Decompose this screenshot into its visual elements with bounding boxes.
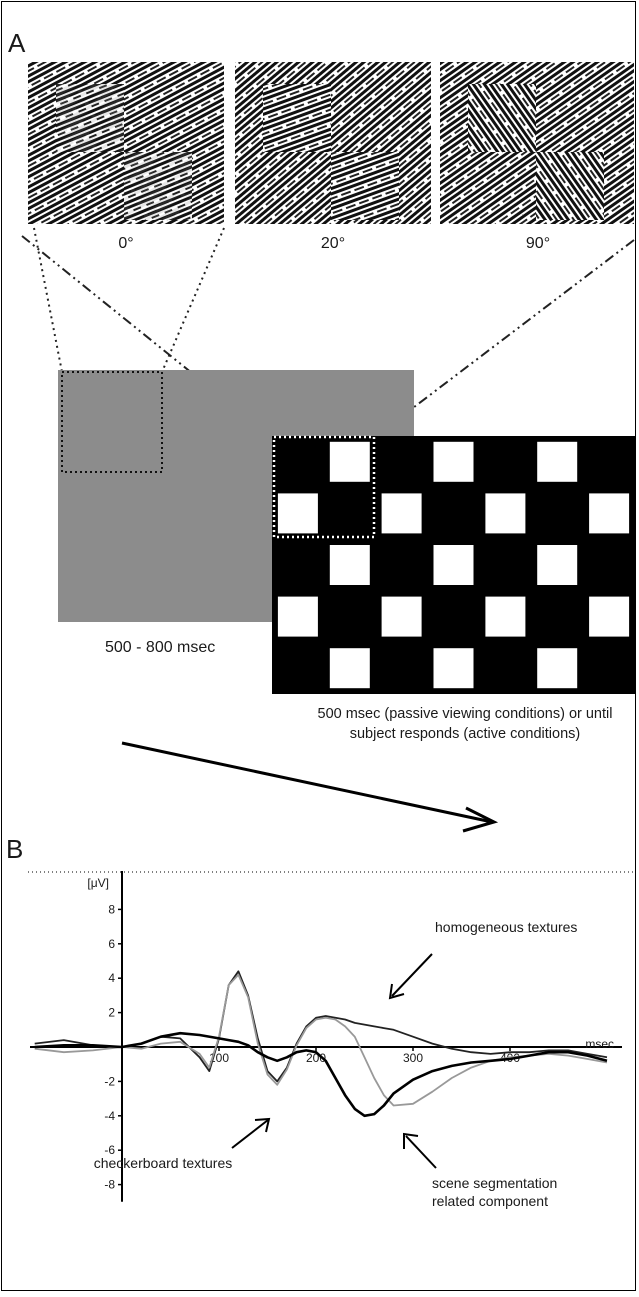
checker-light-square — [329, 441, 370, 482]
annotation-homogeneous: homogeneous textures — [435, 919, 577, 935]
texture-0-deg — [28, 62, 224, 224]
texture-90-deg — [440, 62, 634, 224]
y-tick-label: -2 — [104, 1074, 115, 1088]
annotation-checkerboard-arrow — [231, 1117, 271, 1149]
panel-a-label: A — [8, 28, 26, 58]
homogeneous-duration: 500 - 800 msec — [105, 639, 215, 656]
checker-light-square — [537, 648, 578, 689]
x-tick-label: 200 — [306, 1051, 326, 1065]
y-tick-label: 2 — [108, 1006, 115, 1020]
checker-light-square — [277, 596, 318, 637]
checkerboard-duration-line2: subject responds (active conditions) — [350, 726, 581, 742]
checker-light-square — [537, 441, 578, 482]
erp-trace-0 — [34, 970, 608, 1083]
checker-light-square — [433, 441, 474, 482]
checker-light-square — [329, 648, 370, 689]
checker-light-square — [537, 545, 578, 585]
y-tick-label: 6 — [108, 937, 115, 951]
annotation-segmentation-line1: scene segmentation — [432, 1175, 557, 1191]
checkerboard-inset-marker — [272, 435, 376, 539]
y-unit-label: [μV] — [87, 876, 109, 890]
annotation-checkerboard: checkerboard textures — [94, 1155, 233, 1171]
checker-light-square — [329, 545, 370, 585]
homogeneous-inset-marker — [61, 371, 163, 473]
y-tick-label: -6 — [104, 1143, 115, 1157]
checker-light-square — [381, 493, 422, 534]
x-tick-label: 300 — [403, 1051, 423, 1065]
time-arrow — [121, 741, 499, 833]
checkerboard-duration-line1: 500 msec (passive viewing conditions) or… — [318, 706, 613, 722]
checker-light-square — [277, 493, 318, 534]
checker-light-square — [485, 596, 526, 637]
checkerboard-screen — [272, 436, 635, 694]
texture-20-deg — [235, 62, 431, 224]
annotation-segmentation-line2: related component — [432, 1193, 548, 1209]
y-tick-label: 8 — [108, 902, 115, 916]
panel-b-label: B — [6, 834, 23, 864]
checker-light-square — [433, 648, 474, 689]
checker-light-square — [589, 493, 630, 534]
y-tick-label: 4 — [108, 971, 115, 985]
checker-light-square — [589, 596, 630, 637]
checker-light-square — [433, 545, 474, 585]
erp-trace-2 — [34, 1031, 608, 1118]
texture-90-label: 90° — [526, 235, 550, 252]
checker-light-square — [485, 493, 526, 534]
x-unit-label: msec — [585, 1037, 614, 1051]
texture-20-label: 20° — [321, 235, 345, 252]
annotation-segmentation-arrow — [403, 1132, 437, 1169]
texture-0-label: 0° — [118, 235, 133, 252]
erp-trace-1 — [34, 973, 608, 1107]
annotation-homogeneous-arrow — [388, 953, 433, 1000]
y-tick-label: -4 — [104, 1109, 115, 1123]
checker-light-square — [381, 596, 422, 637]
y-tick-label: -8 — [104, 1178, 115, 1192]
